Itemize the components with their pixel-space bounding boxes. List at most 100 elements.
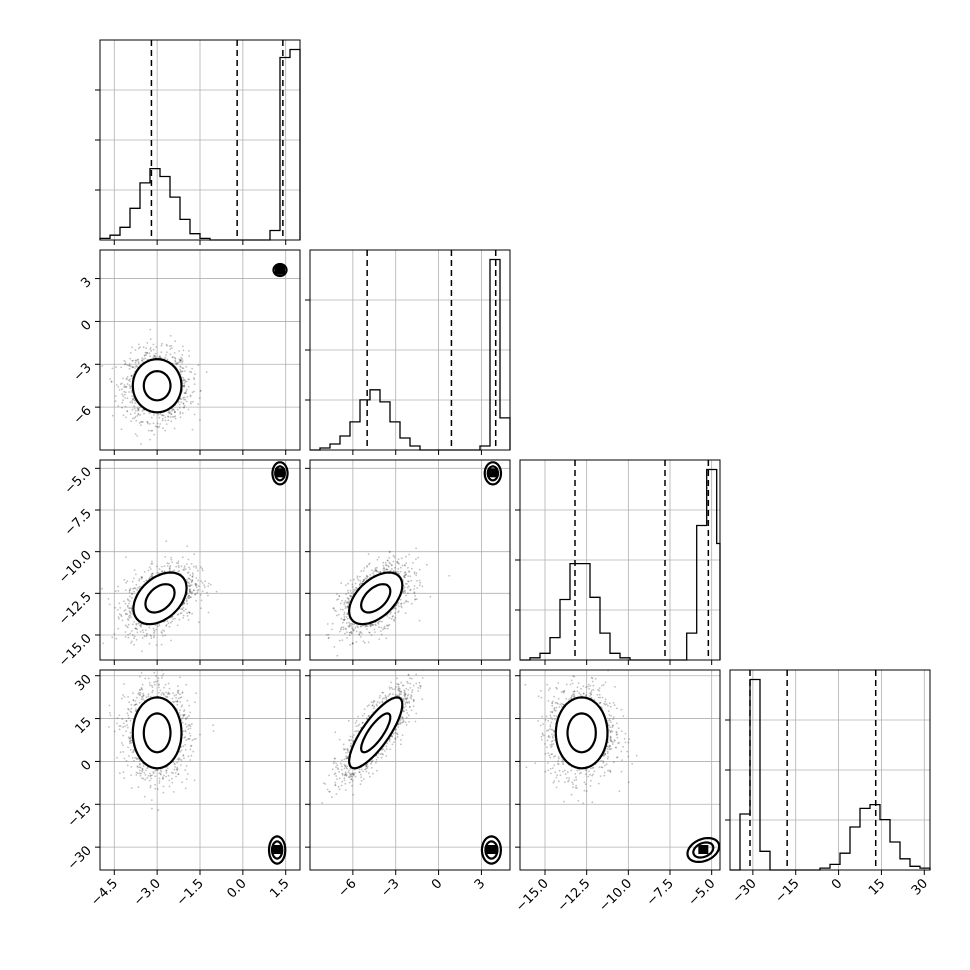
- scatter-point: [161, 629, 164, 632]
- scatter-point: [387, 565, 390, 568]
- scatter-point: [208, 582, 210, 585]
- scatter-point: [407, 600, 409, 603]
- scatter-point: [185, 778, 188, 780]
- scatter-point: [171, 781, 174, 784]
- scatter-point: [153, 671, 156, 674]
- scatter-point: [193, 738, 196, 741]
- scatter-point: [393, 620, 396, 622]
- scatter-point: [180, 745, 183, 748]
- scatter-point: [397, 605, 400, 607]
- scatter-point: [374, 569, 377, 572]
- scatter-point: [407, 585, 410, 588]
- scatter-point: [374, 631, 376, 633]
- scatter-point: [181, 370, 183, 373]
- scatter-point: [189, 578, 192, 581]
- scatter-point: [153, 636, 155, 639]
- scatter-point: [407, 566, 409, 569]
- scatter-point: [388, 550, 391, 553]
- scatter-point: [375, 624, 377, 627]
- scatter-point: [408, 571, 411, 573]
- scatter-point: [186, 612, 189, 614]
- scatter-point: [368, 562, 371, 565]
- scatter-point: [402, 590, 405, 593]
- scatter-point: [123, 683, 125, 685]
- scatter-point: [378, 626, 380, 628]
- scatter-point: [130, 707, 133, 710]
- scatter-point: [155, 680, 157, 683]
- scatter-point: [135, 420, 138, 422]
- scatter-point: [108, 711, 111, 714]
- scatter-point: [126, 410, 129, 412]
- scatter-point: [189, 591, 192, 593]
- scatter-point: [373, 628, 376, 631]
- scatter-point: [148, 566, 151, 569]
- scatter-point: [188, 595, 191, 597]
- scatter-point: [133, 407, 136, 410]
- scatter-point: [173, 409, 176, 411]
- scatter-point: [215, 590, 218, 593]
- scatter-point: [183, 406, 186, 409]
- scatter-point: [140, 421, 142, 423]
- scatter-point: [342, 618, 345, 621]
- scatter-point: [180, 696, 183, 699]
- scatter-point: [145, 354, 148, 356]
- scatter-point: [407, 592, 409, 595]
- scatter-point: [179, 371, 182, 374]
- scatter-point: [141, 650, 143, 653]
- scatter-point: [195, 586, 198, 589]
- scatter-point: [141, 688, 144, 691]
- scatter-point: [354, 586, 357, 589]
- scatter-point: [142, 694, 145, 697]
- scatter-point: [110, 380, 113, 383]
- scatter-point: [159, 423, 162, 425]
- scatter-point: [160, 351, 163, 354]
- scatter-point: [137, 757, 140, 760]
- scatter-point: [171, 347, 173, 349]
- scatter-point: [167, 774, 170, 777]
- scatter-point: [404, 564, 406, 567]
- scatter-point: [170, 639, 172, 642]
- scatter-point: [382, 570, 385, 572]
- scatter-point: [404, 589, 407, 592]
- scatter-point: [405, 555, 407, 558]
- scatter-point: [134, 627, 137, 630]
- scatter-point: [182, 406, 185, 409]
- scatter-point: [378, 556, 380, 559]
- scatter-point: [164, 683, 167, 686]
- scatter-point: [184, 379, 186, 382]
- scatter-point: [168, 345, 171, 347]
- scatter-point: [158, 624, 161, 627]
- scatter-point: [390, 564, 393, 567]
- scatter-point: [403, 576, 406, 579]
- scatter-point: [181, 360, 184, 363]
- scatter-point: [189, 590, 191, 593]
- scatter-point: [172, 791, 175, 793]
- scatter-point: [124, 391, 127, 394]
- scatter-point: [183, 714, 186, 716]
- scatter-point: [173, 694, 176, 697]
- scatter-point: [163, 692, 165, 695]
- scatter-point: [168, 568, 171, 570]
- scatter-point: [117, 616, 120, 618]
- scatter-point: [156, 788, 159, 790]
- scatter-point: [122, 726, 124, 728]
- scatter-point: [197, 589, 200, 591]
- scatter-point: [185, 392, 187, 395]
- scatter-point: [126, 383, 129, 385]
- contour-outer-0-1: [131, 357, 183, 414]
- scatter-point: [173, 617, 176, 620]
- scatter-point: [182, 412, 184, 415]
- scatter-point: [341, 608, 344, 611]
- scatter-point: [129, 731, 132, 734]
- scatter-point: [185, 365, 188, 368]
- scatter-point: [165, 696, 168, 698]
- scatter-point: [129, 611, 132, 614]
- scatter-point: [383, 568, 386, 570]
- scatter-point: [364, 625, 367, 628]
- scatter-point: [336, 593, 338, 595]
- scatter-point: [127, 633, 129, 636]
- scatter-point: [132, 692, 134, 695]
- scatter-point: [187, 738, 190, 740]
- scatter-point: [137, 362, 140, 365]
- scatter-point: [407, 580, 409, 582]
